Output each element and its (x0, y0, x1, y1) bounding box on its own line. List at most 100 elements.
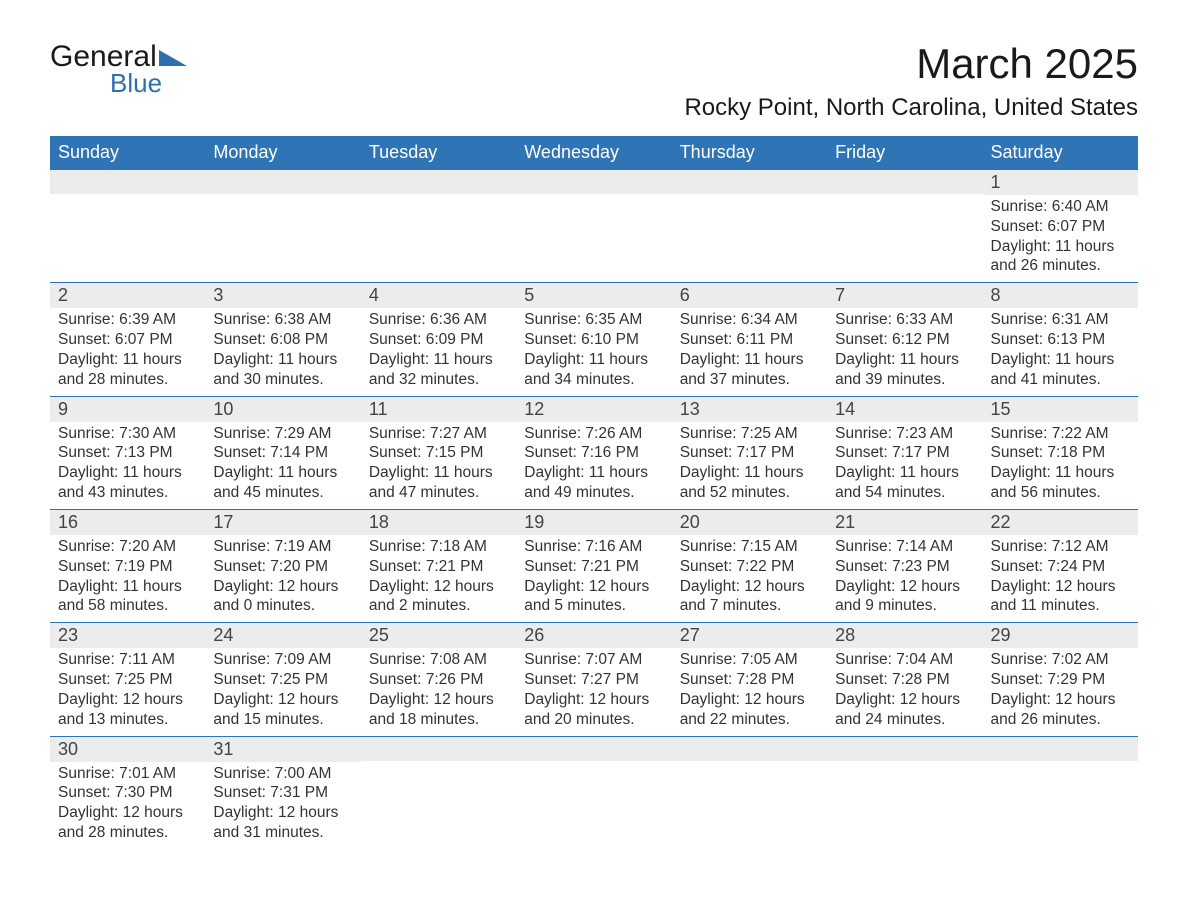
empty-day (205, 170, 360, 194)
daylight-line1: Daylight: 12 hours (58, 803, 197, 823)
sunrise-text: Sunrise: 7:18 AM (369, 537, 508, 557)
sunrise-text: Sunrise: 7:20 AM (58, 537, 197, 557)
calendar-table: Sunday Monday Tuesday Wednesday Thursday… (50, 136, 1138, 849)
day-body: Sunrise: 7:05 AMSunset: 7:28 PMDaylight:… (672, 648, 827, 735)
calendar-cell: 19Sunrise: 7:16 AMSunset: 7:21 PMDayligh… (516, 509, 671, 622)
sunset-text: Sunset: 7:21 PM (524, 557, 663, 577)
daylight-line1: Daylight: 11 hours (680, 463, 819, 483)
daylight-line2: and 18 minutes. (369, 710, 508, 730)
sunrise-text: Sunrise: 6:36 AM (369, 310, 508, 330)
day-body: Sunrise: 7:29 AMSunset: 7:14 PMDaylight:… (205, 422, 360, 509)
sunset-text: Sunset: 7:23 PM (835, 557, 974, 577)
calendar-cell: 23Sunrise: 7:11 AMSunset: 7:25 PMDayligh… (50, 623, 205, 736)
calendar-cell: 25Sunrise: 7:08 AMSunset: 7:26 PMDayligh… (361, 623, 516, 736)
sunset-text: Sunset: 7:19 PM (58, 557, 197, 577)
weekday-header: Monday (205, 136, 360, 170)
daylight-line1: Daylight: 11 hours (213, 350, 352, 370)
day-body: Sunrise: 6:31 AMSunset: 6:13 PMDaylight:… (983, 308, 1138, 395)
sunrise-text: Sunrise: 6:31 AM (991, 310, 1130, 330)
calendar-week: 23Sunrise: 7:11 AMSunset: 7:25 PMDayligh… (50, 623, 1138, 736)
empty-day (983, 737, 1138, 761)
calendar-week: 16Sunrise: 7:20 AMSunset: 7:19 PMDayligh… (50, 509, 1138, 622)
day-body: Sunrise: 7:00 AMSunset: 7:31 PMDaylight:… (205, 762, 360, 849)
calendar-week: 1Sunrise: 6:40 AMSunset: 6:07 PMDaylight… (50, 170, 1138, 283)
daylight-line2: and 49 minutes. (524, 483, 663, 503)
calendar-cell (516, 170, 671, 283)
empty-day (672, 170, 827, 194)
daylight-line2: and 43 minutes. (58, 483, 197, 503)
calendar-cell (361, 736, 516, 849)
day-number: 2 (50, 283, 205, 308)
sunrise-text: Sunrise: 7:05 AM (680, 650, 819, 670)
day-body: Sunrise: 7:04 AMSunset: 7:28 PMDaylight:… (827, 648, 982, 735)
logo-triangle-icon (159, 50, 187, 66)
sunset-text: Sunset: 7:17 PM (680, 443, 819, 463)
sunset-text: Sunset: 6:12 PM (835, 330, 974, 350)
weekday-header: Tuesday (361, 136, 516, 170)
calendar-cell (361, 170, 516, 283)
daylight-line1: Daylight: 11 hours (524, 350, 663, 370)
day-body: Sunrise: 6:38 AMSunset: 6:08 PMDaylight:… (205, 308, 360, 395)
sunset-text: Sunset: 7:31 PM (213, 783, 352, 803)
day-number: 27 (672, 623, 827, 648)
calendar-cell: 22Sunrise: 7:12 AMSunset: 7:24 PMDayligh… (983, 509, 1138, 622)
daylight-line1: Daylight: 11 hours (991, 463, 1130, 483)
sunrise-text: Sunrise: 7:26 AM (524, 424, 663, 444)
calendar-cell: 28Sunrise: 7:04 AMSunset: 7:28 PMDayligh… (827, 623, 982, 736)
daylight-line2: and 5 minutes. (524, 596, 663, 616)
daylight-line1: Daylight: 11 hours (991, 237, 1130, 257)
day-body: Sunrise: 7:07 AMSunset: 7:27 PMDaylight:… (516, 648, 671, 735)
daylight-line2: and 30 minutes. (213, 370, 352, 390)
day-body: Sunrise: 7:14 AMSunset: 7:23 PMDaylight:… (827, 535, 982, 622)
day-number: 4 (361, 283, 516, 308)
sunset-text: Sunset: 7:14 PM (213, 443, 352, 463)
day-body: Sunrise: 6:33 AMSunset: 6:12 PMDaylight:… (827, 308, 982, 395)
day-body: Sunrise: 6:39 AMSunset: 6:07 PMDaylight:… (50, 308, 205, 395)
day-number: 20 (672, 510, 827, 535)
month-title: March 2025 (684, 40, 1138, 88)
day-number: 5 (516, 283, 671, 308)
day-number: 14 (827, 397, 982, 422)
calendar-cell (983, 736, 1138, 849)
day-number: 30 (50, 737, 205, 762)
day-body: Sunrise: 7:09 AMSunset: 7:25 PMDaylight:… (205, 648, 360, 735)
day-number: 22 (983, 510, 1138, 535)
sunset-text: Sunset: 6:11 PM (680, 330, 819, 350)
sunset-text: Sunset: 6:09 PM (369, 330, 508, 350)
day-body: Sunrise: 7:08 AMSunset: 7:26 PMDaylight:… (361, 648, 516, 735)
sunrise-text: Sunrise: 6:38 AM (213, 310, 352, 330)
empty-day (827, 737, 982, 761)
daylight-line1: Daylight: 12 hours (213, 577, 352, 597)
location-title: Rocky Point, North Carolina, United Stat… (684, 94, 1138, 122)
daylight-line2: and 41 minutes. (991, 370, 1130, 390)
sunset-text: Sunset: 7:21 PM (369, 557, 508, 577)
calendar-cell: 8Sunrise: 6:31 AMSunset: 6:13 PMDaylight… (983, 283, 1138, 396)
calendar-cell: 15Sunrise: 7:22 AMSunset: 7:18 PMDayligh… (983, 396, 1138, 509)
day-number: 29 (983, 623, 1138, 648)
calendar-cell (672, 736, 827, 849)
daylight-line1: Daylight: 11 hours (680, 350, 819, 370)
weekday-header: Friday (827, 136, 982, 170)
daylight-line1: Daylight: 12 hours (991, 690, 1130, 710)
day-number: 28 (827, 623, 982, 648)
sunrise-text: Sunrise: 7:29 AM (213, 424, 352, 444)
day-number: 8 (983, 283, 1138, 308)
day-number: 13 (672, 397, 827, 422)
empty-day (827, 170, 982, 194)
sunrise-text: Sunrise: 6:34 AM (680, 310, 819, 330)
sunset-text: Sunset: 7:28 PM (680, 670, 819, 690)
sunset-text: Sunset: 6:07 PM (58, 330, 197, 350)
sunset-text: Sunset: 7:27 PM (524, 670, 663, 690)
daylight-line2: and 47 minutes. (369, 483, 508, 503)
calendar-cell (516, 736, 671, 849)
daylight-line2: and 9 minutes. (835, 596, 974, 616)
title-block: March 2025 Rocky Point, North Carolina, … (684, 40, 1138, 128)
sunset-text: Sunset: 7:25 PM (58, 670, 197, 690)
day-body: Sunrise: 7:11 AMSunset: 7:25 PMDaylight:… (50, 648, 205, 735)
day-number: 19 (516, 510, 671, 535)
calendar-cell: 12Sunrise: 7:26 AMSunset: 7:16 PMDayligh… (516, 396, 671, 509)
day-body: Sunrise: 7:27 AMSunset: 7:15 PMDaylight:… (361, 422, 516, 509)
sunset-text: Sunset: 7:16 PM (524, 443, 663, 463)
sunset-text: Sunset: 6:13 PM (991, 330, 1130, 350)
daylight-line2: and 0 minutes. (213, 596, 352, 616)
